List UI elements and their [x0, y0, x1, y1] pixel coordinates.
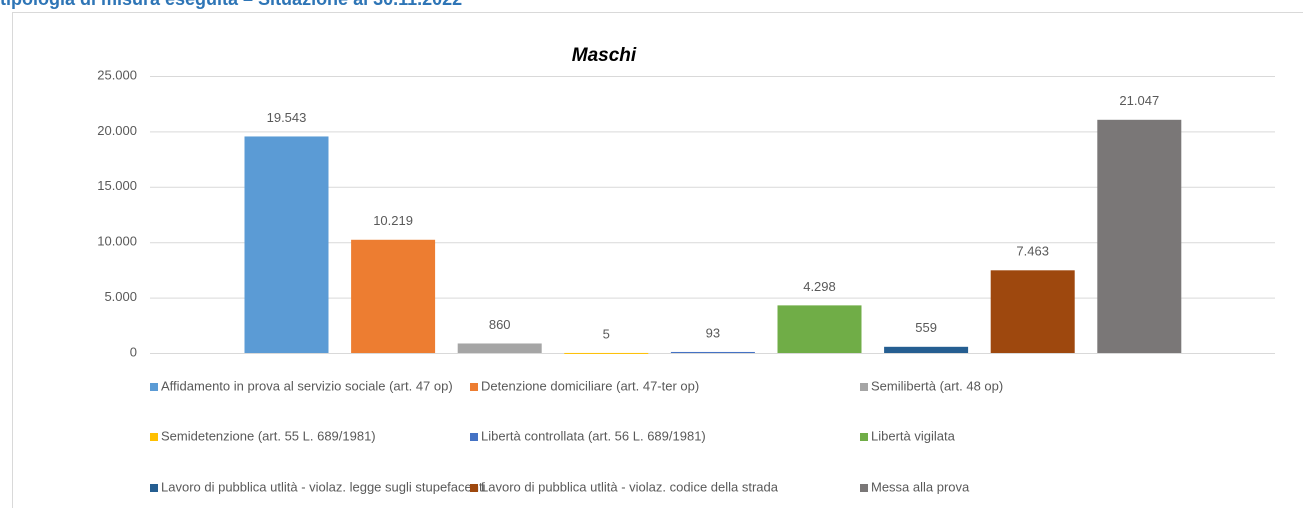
legend-label: Detenzione domiciliare (art. 47-ter op) — [481, 378, 699, 393]
legend-label: Messa alla prova — [871, 479, 970, 494]
y-tick-label: 15.000 — [97, 178, 137, 193]
value-label: 5 — [603, 326, 610, 341]
bar — [777, 305, 862, 353]
legend-swatch — [860, 433, 868, 441]
bar — [564, 352, 649, 354]
bar — [670, 351, 755, 353]
y-tick-label: 10.000 — [97, 234, 137, 249]
bar — [351, 239, 436, 353]
value-label: 21.047 — [1119, 93, 1159, 108]
legend-swatch — [860, 484, 868, 492]
legend-label: Libertà controllata (art. 56 L. 689/1981… — [481, 428, 706, 443]
value-label: 7.463 — [1016, 244, 1049, 259]
page-header: tipologia di misura eseguita – Situazion… — [0, 0, 462, 9]
bar — [457, 343, 542, 353]
value-label: 10.219 — [373, 213, 413, 228]
legend-swatch — [150, 383, 158, 391]
value-label: 93 — [706, 325, 720, 340]
legend-swatch — [470, 433, 478, 441]
legend-label: Libertà vigilata — [871, 428, 956, 443]
legend-swatch — [470, 383, 478, 391]
legend-swatch — [150, 433, 158, 441]
chart-title: Maschi — [572, 45, 637, 66]
legend-swatch — [150, 484, 158, 492]
bar — [884, 346, 969, 353]
legend-label: Lavoro di pubblica utlità - violaz. codi… — [481, 479, 779, 494]
chart-frame — [12, 12, 1303, 508]
bar — [1097, 119, 1182, 353]
legend-label: Semilibertà (art. 48 op) — [871, 378, 1003, 393]
legend-swatch — [860, 383, 868, 391]
value-label: 19.543 — [267, 110, 307, 125]
value-label: 559 — [915, 320, 937, 335]
legend-label: Affidamento in prova al servizio sociale… — [161, 378, 453, 393]
value-label: 860 — [489, 317, 511, 332]
bar — [990, 270, 1075, 353]
y-tick-label: 20.000 — [97, 123, 137, 138]
value-label: 4.298 — [803, 279, 836, 294]
y-tick-label: 5.000 — [104, 289, 137, 304]
legend-swatch — [470, 484, 478, 492]
y-tick-label: 0 — [130, 344, 137, 359]
y-tick-label: 25.000 — [97, 67, 137, 82]
legend-label: Semidetenzione (art. 55 L. 689/1981) — [161, 428, 376, 443]
bar — [244, 136, 329, 353]
legend-label: Lavoro di pubblica utlità - violaz. legg… — [161, 479, 486, 494]
